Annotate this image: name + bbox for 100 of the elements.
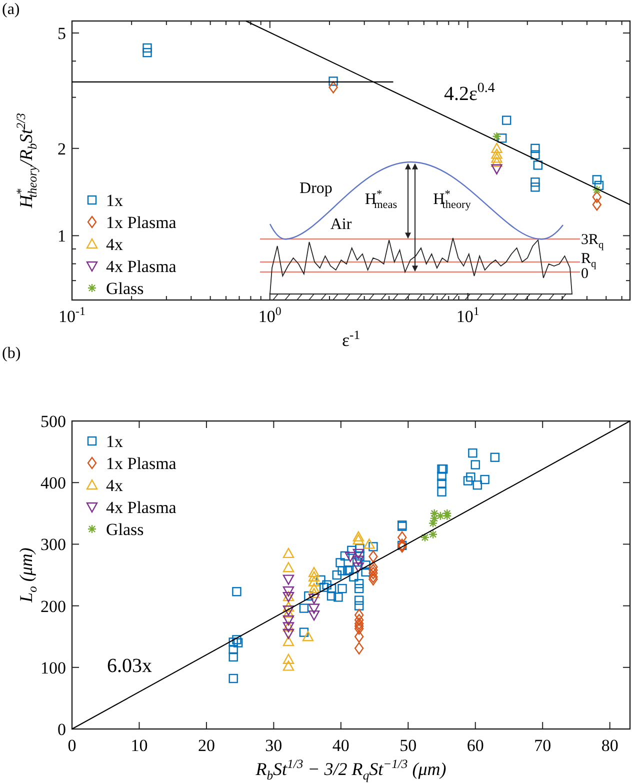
legend-label: 1x	[106, 432, 124, 451]
point	[308, 604, 320, 614]
point	[364, 538, 375, 549]
point	[361, 560, 370, 570]
legend-label: 1x Plasma	[106, 213, 177, 232]
point	[282, 660, 294, 671]
x-tick-label: 50	[400, 736, 417, 755]
point	[355, 551, 364, 561]
y-tick-label: 1	[58, 226, 66, 246]
annotation: 3R$_{q}$	[581, 232, 605, 251]
text: R$_{b}$St$^{1/3}$ − 3/2 R$_{q}$St$^{−1/3}$ (μm)	[256, 756, 446, 782]
point	[428, 518, 438, 528]
x-tick-label: 20	[198, 736, 215, 755]
point	[354, 618, 364, 630]
point	[354, 630, 364, 643]
point	[368, 542, 378, 552]
x-tick-label: 10$^{-1}$	[58, 304, 86, 326]
point	[361, 567, 370, 577]
y-tick-label: 200	[40, 596, 66, 616]
y-tick-label: 100	[40, 658, 66, 678]
point	[354, 642, 364, 654]
point	[468, 448, 478, 458]
legend-label: 4x	[106, 235, 124, 254]
y-tick-label: 2	[58, 139, 66, 158]
x-tick-label: 10	[130, 736, 148, 755]
point	[354, 601, 364, 610]
point	[437, 478, 446, 488]
point	[316, 575, 326, 585]
point	[430, 508, 439, 518]
legend-label: Glass	[106, 279, 144, 298]
point	[282, 562, 294, 572]
point	[437, 472, 446, 482]
x-tick-label: 10$^{1}$	[456, 304, 480, 326]
point	[352, 548, 364, 560]
point	[282, 601, 294, 612]
chart-title: (a)	[2, 1, 20, 18]
point	[304, 591, 314, 601]
point	[340, 551, 350, 561]
y-tick-label: 500	[40, 412, 66, 431]
point	[354, 608, 364, 622]
y-tick-label: 0	[58, 720, 66, 739]
point	[299, 628, 309, 637]
point	[354, 614, 364, 626]
y-tick-label: 300	[40, 535, 66, 554]
point	[338, 566, 347, 576]
x-tick-label: 10$^{0}$	[258, 304, 282, 326]
series-label: 6.03x	[107, 655, 152, 677]
point	[282, 586, 294, 597]
point	[334, 592, 343, 602]
point	[368, 567, 378, 580]
legend-label: 4x Plasma	[106, 498, 177, 517]
annotation: Air	[330, 216, 352, 233]
point	[308, 576, 320, 586]
point	[368, 560, 378, 574]
point	[326, 584, 336, 594]
point	[470, 460, 480, 470]
point	[332, 570, 342, 580]
point	[320, 582, 329, 592]
point	[354, 596, 364, 605]
point	[490, 452, 500, 462]
point	[354, 584, 364, 594]
point	[228, 638, 238, 647]
legend-label: 1x	[106, 191, 124, 210]
point	[326, 591, 336, 601]
chart-title: (b)	[2, 345, 21, 362]
annotation: 0	[581, 266, 588, 282]
point	[282, 615, 294, 626]
x-tick-label: 60	[466, 736, 484, 755]
point	[232, 587, 242, 596]
point	[352, 562, 364, 573]
point	[349, 572, 358, 582]
point	[354, 579, 364, 588]
legend-label: 4x Plasma	[106, 257, 177, 276]
point	[228, 674, 238, 684]
point	[466, 472, 476, 482]
point	[232, 635, 242, 644]
point	[228, 644, 238, 654]
point	[308, 610, 320, 621]
legend-label: Glass	[106, 520, 144, 539]
point	[368, 550, 378, 563]
point	[308, 594, 320, 604]
y-tick-label: 5	[58, 24, 66, 43]
point	[352, 531, 364, 542]
point	[463, 476, 473, 486]
series-label: 4.2ε$^{0.4}$	[444, 81, 495, 105]
point	[338, 584, 347, 594]
point	[368, 564, 378, 576]
point	[308, 582, 320, 594]
x-tick-label: 40	[332, 736, 350, 755]
point	[282, 548, 294, 558]
point	[282, 654, 294, 664]
point	[282, 628, 294, 640]
point	[354, 622, 364, 635]
point	[352, 534, 364, 544]
point	[233, 638, 243, 648]
legend-label: 1x Plasma	[106, 454, 177, 473]
point	[282, 636, 294, 646]
x-axis-title: ε$^{-1}$	[342, 328, 360, 350]
point	[437, 487, 446, 496]
point	[302, 631, 314, 642]
